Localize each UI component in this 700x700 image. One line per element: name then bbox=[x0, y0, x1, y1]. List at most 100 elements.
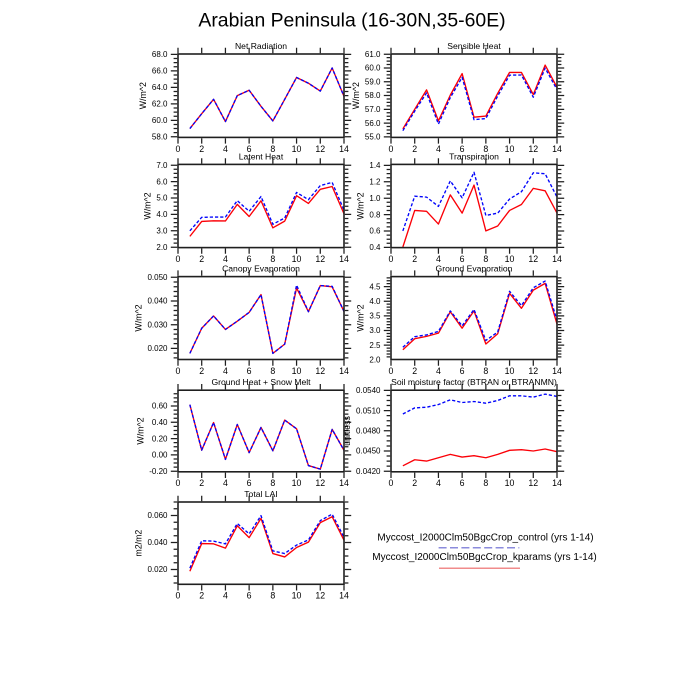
svg-text:6: 6 bbox=[247, 254, 252, 264]
svg-text:10: 10 bbox=[292, 144, 302, 154]
svg-text:0: 0 bbox=[389, 478, 394, 488]
svg-text:4: 4 bbox=[436, 478, 441, 488]
svg-text:0: 0 bbox=[389, 144, 394, 154]
svg-text:0.050: 0.050 bbox=[147, 273, 168, 282]
svg-text:4: 4 bbox=[223, 144, 228, 154]
svg-text:14: 14 bbox=[339, 478, 349, 488]
svg-text:57.0: 57.0 bbox=[365, 105, 381, 114]
svg-text:4: 4 bbox=[223, 478, 228, 488]
svg-text:60.0: 60.0 bbox=[152, 116, 168, 125]
svg-text:0: 0 bbox=[389, 366, 394, 376]
svg-text:12: 12 bbox=[315, 144, 325, 154]
svg-text:0.0450: 0.0450 bbox=[356, 447, 381, 456]
svg-text:0: 0 bbox=[176, 591, 181, 601]
svg-text:Latent Heat: Latent Heat bbox=[239, 151, 284, 161]
svg-text:W/m^2: W/m^2 bbox=[355, 304, 365, 331]
svg-text:4.0: 4.0 bbox=[369, 297, 381, 306]
svg-text:2: 2 bbox=[412, 254, 417, 264]
svg-text:64.0: 64.0 bbox=[152, 83, 168, 92]
svg-text:66.0: 66.0 bbox=[152, 67, 168, 76]
svg-text:0.8: 0.8 bbox=[369, 210, 381, 219]
svg-text:8: 8 bbox=[483, 478, 488, 488]
svg-text:0.60: 0.60 bbox=[152, 402, 168, 411]
svg-text:56.0: 56.0 bbox=[365, 119, 381, 128]
svg-text:10: 10 bbox=[292, 591, 302, 601]
svg-text:4: 4 bbox=[223, 254, 228, 264]
svg-text:Myccost_I2000Clm50BgcCrop_kpar: Myccost_I2000Clm50BgcCrop_kparams (yrs 1… bbox=[372, 552, 597, 563]
svg-text:Canopy Evaporation: Canopy Evaporation bbox=[222, 264, 300, 274]
svg-text:10: 10 bbox=[505, 366, 515, 376]
svg-text:12: 12 bbox=[315, 254, 325, 264]
svg-text:2: 2 bbox=[412, 366, 417, 376]
svg-text:7.0: 7.0 bbox=[156, 161, 168, 170]
svg-text:2: 2 bbox=[412, 144, 417, 154]
svg-text:0: 0 bbox=[389, 254, 394, 264]
svg-text:0.4: 0.4 bbox=[369, 243, 381, 252]
svg-text:6: 6 bbox=[247, 366, 252, 376]
svg-text:5.0: 5.0 bbox=[156, 194, 168, 203]
svg-text:6: 6 bbox=[247, 144, 252, 154]
svg-text:4: 4 bbox=[436, 366, 441, 376]
svg-text:12: 12 bbox=[528, 478, 538, 488]
svg-text:Ground Evaporation: Ground Evaporation bbox=[436, 264, 513, 274]
svg-text:0.20: 0.20 bbox=[152, 434, 168, 443]
svg-text:12: 12 bbox=[528, 254, 538, 264]
svg-text:10: 10 bbox=[292, 366, 302, 376]
svg-text:W/m^2: W/m^2 bbox=[142, 192, 152, 219]
svg-text:8: 8 bbox=[270, 254, 275, 264]
svg-text:0: 0 bbox=[176, 144, 181, 154]
svg-text:8: 8 bbox=[270, 478, 275, 488]
svg-text:4.0: 4.0 bbox=[156, 210, 168, 219]
svg-text:2: 2 bbox=[412, 478, 417, 488]
svg-text:12: 12 bbox=[315, 478, 325, 488]
svg-text:12: 12 bbox=[528, 144, 538, 154]
svg-text:0.020: 0.020 bbox=[147, 344, 168, 353]
svg-text:0.0510: 0.0510 bbox=[356, 406, 381, 415]
svg-text:m2/m2: m2/m2 bbox=[133, 530, 143, 557]
svg-text:0: 0 bbox=[176, 254, 181, 264]
svg-text:2: 2 bbox=[199, 366, 204, 376]
svg-text:0.6: 0.6 bbox=[369, 227, 381, 236]
svg-text:6: 6 bbox=[460, 478, 465, 488]
svg-text:0.040: 0.040 bbox=[147, 538, 168, 547]
svg-text:8: 8 bbox=[270, 144, 275, 154]
svg-text:12: 12 bbox=[528, 366, 538, 376]
svg-text:59.0: 59.0 bbox=[365, 77, 381, 86]
svg-text:6: 6 bbox=[460, 254, 465, 264]
svg-text:6.0: 6.0 bbox=[156, 177, 168, 186]
svg-text:4: 4 bbox=[223, 366, 228, 376]
svg-text:14: 14 bbox=[552, 366, 562, 376]
svg-text:60.0: 60.0 bbox=[365, 64, 381, 73]
svg-text:1.4: 1.4 bbox=[369, 161, 381, 170]
svg-text:10: 10 bbox=[505, 478, 515, 488]
svg-text:Soil moisture factor (BTRAN or: Soil moisture factor (BTRAN or BTRANMN) bbox=[391, 377, 557, 387]
svg-text:0: 0 bbox=[176, 478, 181, 488]
svg-text:0: 0 bbox=[176, 366, 181, 376]
svg-text:W/m^2: W/m^2 bbox=[135, 417, 145, 444]
svg-text:14: 14 bbox=[339, 254, 349, 264]
svg-text:0.030: 0.030 bbox=[147, 320, 168, 329]
svg-text:0.40: 0.40 bbox=[152, 418, 168, 427]
svg-text:Arabian Peninsula (16-30N,35-6: Arabian Peninsula (16-30N,35-60E) bbox=[198, 10, 505, 32]
svg-text:0.0480: 0.0480 bbox=[356, 427, 381, 436]
svg-text:10: 10 bbox=[505, 254, 515, 264]
svg-text:Net Radiation: Net Radiation bbox=[235, 41, 287, 51]
svg-text:2: 2 bbox=[199, 254, 204, 264]
svg-text:55.0: 55.0 bbox=[365, 133, 381, 142]
svg-text:3.0: 3.0 bbox=[156, 227, 168, 236]
svg-text:Total LAI: Total LAI bbox=[244, 489, 277, 499]
svg-text:Ground Heat + Snow Melt: Ground Heat + Snow Melt bbox=[211, 377, 311, 387]
svg-text:4: 4 bbox=[436, 254, 441, 264]
svg-text:3.0: 3.0 bbox=[369, 326, 381, 335]
svg-text:8: 8 bbox=[483, 144, 488, 154]
svg-text:2: 2 bbox=[199, 591, 204, 601]
svg-text:14: 14 bbox=[339, 144, 349, 154]
svg-text:2.5: 2.5 bbox=[369, 341, 381, 350]
svg-text:-0.20: -0.20 bbox=[149, 467, 168, 476]
svg-text:10: 10 bbox=[505, 144, 515, 154]
svg-text:2: 2 bbox=[199, 478, 204, 488]
svg-text:6: 6 bbox=[460, 144, 465, 154]
svg-text:58.0: 58.0 bbox=[365, 91, 381, 100]
svg-text:8: 8 bbox=[270, 366, 275, 376]
svg-text:W/m^2: W/m^2 bbox=[355, 192, 365, 219]
